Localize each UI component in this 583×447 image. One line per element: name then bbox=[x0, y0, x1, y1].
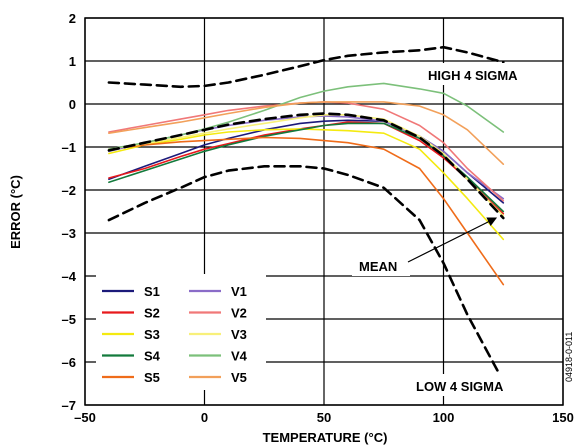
legend-label-s1: S1 bbox=[144, 284, 160, 299]
x-tick-label: 100 bbox=[433, 410, 455, 425]
series-line-s3 bbox=[108, 128, 505, 241]
mean-pointer-arrow bbox=[407, 217, 498, 263]
series-line-v4 bbox=[108, 82, 505, 150]
series-line-v3 bbox=[108, 114, 505, 217]
x-tick-label: –50 bbox=[74, 410, 96, 425]
series-line-mean bbox=[107, 112, 505, 220]
legend-label-v1: V1 bbox=[231, 284, 247, 299]
y-axis-title: ERROR (°C) bbox=[8, 175, 23, 249]
y-tick-label: –5 bbox=[62, 312, 76, 327]
legend-label-s5: S5 bbox=[144, 370, 160, 385]
x-tick-label: 50 bbox=[317, 410, 331, 425]
mean-label-bg bbox=[352, 254, 410, 276]
legend-label-s2: S2 bbox=[144, 306, 160, 321]
y-tick-label: 2 bbox=[69, 11, 76, 26]
y-tick-label: –4 bbox=[62, 269, 77, 284]
annotations: HIGH 4 SIGMA MEAN LOW 4 SIGMA 04918-0-01… bbox=[352, 63, 574, 396]
legend-label-s4: S4 bbox=[144, 349, 161, 364]
legend-label-v5: V5 bbox=[231, 370, 247, 385]
y-tick-label: –1 bbox=[62, 140, 76, 155]
y-tick-label: –6 bbox=[62, 355, 76, 370]
figure-number: 04918-0-011 bbox=[564, 332, 574, 382]
x-tick-label: 0 bbox=[201, 410, 208, 425]
legend-label-v3: V3 bbox=[231, 327, 247, 342]
legend-label-s3: S3 bbox=[144, 327, 160, 342]
y-tick-label: 0 bbox=[69, 97, 76, 112]
high-sigma-label: HIGH 4 SIGMA bbox=[428, 68, 518, 83]
low-sigma-label: LOW 4 SIGMA bbox=[416, 379, 504, 394]
series-line-s5 bbox=[108, 136, 505, 286]
legend: S1 S2 S3 S4 S5 V1 V2 V3 V4 V5 bbox=[96, 274, 266, 390]
high-sigma-label-bg bbox=[425, 63, 543, 85]
y-tick-label: –7 bbox=[62, 398, 76, 413]
low-sigma-label-bg bbox=[413, 374, 533, 396]
legend-background bbox=[96, 274, 266, 390]
y-tick-label: –2 bbox=[62, 183, 76, 198]
mean-label: MEAN bbox=[359, 259, 397, 274]
series-lines bbox=[107, 45, 505, 383]
legend-label-v2: V2 bbox=[231, 306, 247, 321]
series-line-v5 bbox=[108, 101, 505, 165]
y-tick-label: –3 bbox=[62, 226, 76, 241]
legend-label-v4: V4 bbox=[231, 349, 248, 364]
x-axis-title: TEMPERATURE (°C) bbox=[263, 430, 388, 445]
x-tick-label: 150 bbox=[552, 410, 574, 425]
series-line-low-4-sigma bbox=[107, 165, 505, 383]
y-tick-label: 1 bbox=[69, 54, 76, 69]
plot-frame bbox=[84, 17, 564, 406]
tick-labels: –50 0 50 100 150 2 1 0 –1 –2 –3 –4 –5 –6 –7 bbox=[62, 11, 574, 425]
